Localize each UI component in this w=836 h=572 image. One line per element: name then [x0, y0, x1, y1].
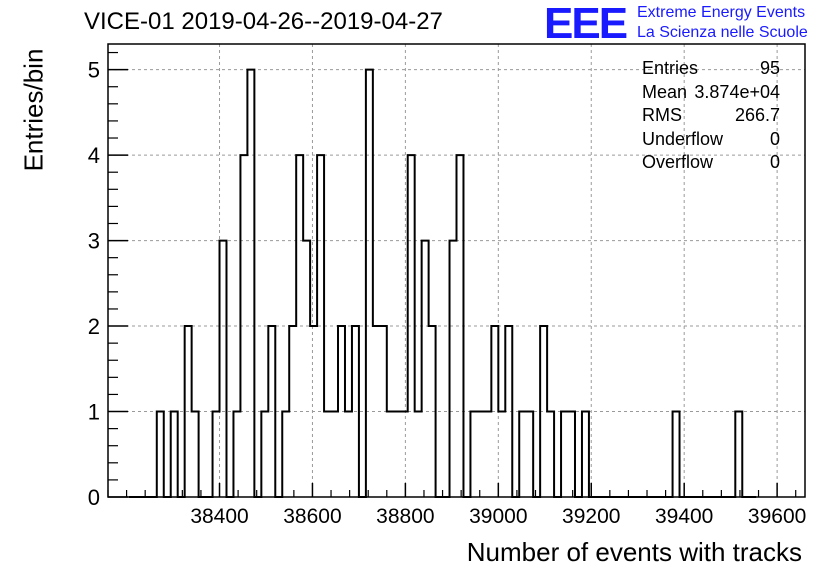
histogram-bin: [338, 326, 345, 497]
histogram-bin: [247, 70, 254, 497]
plot-frame: [107, 43, 806, 498]
y-tick-label: 5: [88, 58, 100, 83]
histogram-bin: [498, 412, 505, 497]
y-tick-label: 2: [88, 314, 100, 339]
logo-line-2: La Scienza nelle Scuole: [637, 24, 808, 41]
x-tick-label: 38800: [376, 505, 434, 528]
histogram-bin: [387, 412, 394, 497]
logo-line-1: Extreme Energy Events: [637, 4, 806, 21]
histogram-bin: [157, 412, 164, 497]
histogram-bin: [673, 412, 680, 497]
y-tick-label: 0: [88, 485, 100, 510]
x-tick-label: 38400: [190, 505, 248, 528]
histogram-bin: [547, 412, 554, 497]
histogram-bin: [324, 412, 331, 497]
stats-row-entries: Entries 95: [642, 58, 780, 82]
histogram-bin: [233, 412, 240, 497]
stats-value: 0: [769, 128, 780, 149]
histogram-bin: [317, 155, 324, 497]
histogram-bin: [185, 326, 192, 497]
x-tick-label: 39000: [469, 505, 527, 528]
histogram-bin: [519, 412, 526, 497]
y-tick-label: 1: [88, 400, 100, 425]
stats-label: Mean: [642, 81, 688, 102]
chart-title: VICE-01 2019-04-26--2019-04-27: [84, 8, 443, 35]
histogram-bin: [408, 155, 415, 497]
histogram-bin: [213, 412, 220, 497]
histogram-bin: [491, 326, 498, 497]
x-tick-label: 39600: [748, 505, 806, 528]
histogram-bin: [240, 155, 247, 497]
histogram-bin: [268, 326, 275, 497]
stats-row-overflow: Overflow 0: [642, 152, 780, 176]
histogram-bin: [345, 412, 352, 497]
histogram-bin: [470, 412, 477, 497]
histogram-bin: [394, 412, 401, 497]
x-tick-label: 39400: [655, 505, 713, 528]
stats-value: 266.7: [734, 105, 780, 125]
histogram-bin: [477, 412, 484, 497]
histogram-bin: [331, 412, 338, 497]
stats-row-underflow: Underflow 0: [642, 129, 780, 153]
stats-label: RMS: [642, 105, 682, 125]
histogram-bin: [220, 241, 227, 497]
histogram-bin: [415, 412, 422, 497]
histogram-bin: [568, 412, 575, 497]
stats-row-mean: Mean 3.874e+04: [642, 82, 780, 106]
histogram-bin: [582, 412, 589, 497]
histogram-bin: [171, 412, 178, 497]
histogram-bin: [484, 412, 491, 497]
stats-value: 95: [759, 58, 780, 78]
x-axis-label: Number of events with tracks: [466, 537, 802, 567]
histogram-bin: [422, 241, 429, 497]
histogram-bin: [540, 326, 547, 497]
histogram-bin: [310, 326, 317, 497]
stats-box: Entries 95 Mean 3.874e+04 RMS 266.7 Unde…: [642, 58, 780, 176]
histogram-bin: [561, 412, 568, 497]
x-tick-label: 38600: [283, 505, 341, 528]
histogram-bin: [735, 412, 742, 497]
histogram-bin: [373, 326, 380, 497]
stats-label: Entries: [642, 58, 699, 78]
histogram-bin: [303, 241, 310, 497]
histogram-bin: [526, 412, 533, 497]
histogram-bin: [429, 326, 436, 497]
stats-row-rms: RMS 266.7: [642, 105, 780, 129]
stats-label: Underflow: [642, 128, 724, 149]
histogram-bin: [505, 326, 512, 497]
histogram-bin: [380, 326, 387, 497]
stats-label: Overflow: [642, 152, 714, 172]
eee-logo: EEE: [544, 0, 628, 48]
y-tick-label: 4: [88, 143, 100, 168]
histogram-bin: [289, 326, 296, 497]
histogram-bin: [282, 412, 289, 497]
histogram-bin: [401, 412, 408, 497]
stats-value: 3.874e+04: [694, 81, 780, 102]
histogram-bin: [450, 241, 457, 497]
stats-value: 0: [769, 152, 780, 172]
x-tick-label: 39200: [562, 505, 620, 528]
histogram-bin: [457, 155, 464, 497]
histogram-bin: [261, 412, 268, 497]
histogram-bin: [352, 326, 359, 497]
histogram-bin: [296, 155, 303, 497]
histogram-bin: [192, 412, 199, 497]
y-axis-label: Entries/bin: [18, 48, 49, 172]
axis-ticks: 38400 38600 38800 39000 39200 39400 39600 0 1 2 3 4…: [88, 51, 806, 528]
histogram-bin: [366, 70, 373, 497]
y-tick-label: 3: [88, 229, 100, 254]
